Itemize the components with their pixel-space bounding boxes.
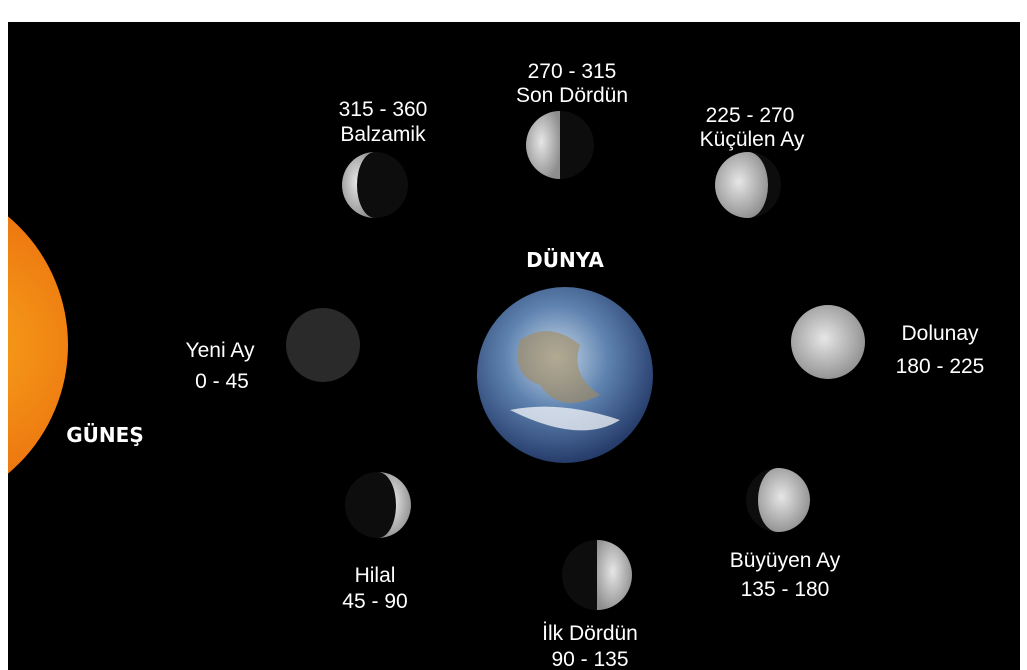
- phase-name: İlk Dördün: [542, 622, 638, 645]
- phase-name: Son Dördün: [516, 84, 628, 107]
- phase-range: 135 - 180: [741, 578, 830, 601]
- phase-range: 90 - 135: [551, 648, 628, 670]
- margin: [0, 22, 8, 670]
- phase-name: Yeni Ay: [186, 339, 255, 362]
- page: {"sun": {"label": "GÜNEŞ"}, "earth": {"l…: [0, 0, 1027, 670]
- phase-name: Büyüyen Ay: [730, 549, 841, 572]
- moon-full: [791, 305, 865, 379]
- phase-range: 225 - 270: [706, 104, 795, 127]
- moon-new: [286, 308, 360, 382]
- earth-label: DÜNYA: [526, 248, 604, 272]
- phase-range: 270 - 315: [528, 60, 617, 83]
- sun-label: GÜNEŞ: [66, 423, 143, 447]
- phase-name: Dolunay: [901, 322, 979, 345]
- diagram: GÜNEŞ DÜNYA Yeni Ay 0 - 45 Hilal 45 - 90…: [0, 0, 1027, 670]
- phase-range: 0 - 45: [195, 370, 249, 393]
- phase-name: Hilal: [355, 564, 396, 587]
- phase-name: Balzamik: [340, 123, 426, 146]
- phase-range: 45 - 90: [342, 590, 407, 613]
- phase-range: 180 - 225: [896, 355, 985, 378]
- phase-name: Küçülen Ay: [700, 128, 805, 151]
- phase-range: 315 - 360: [339, 98, 428, 121]
